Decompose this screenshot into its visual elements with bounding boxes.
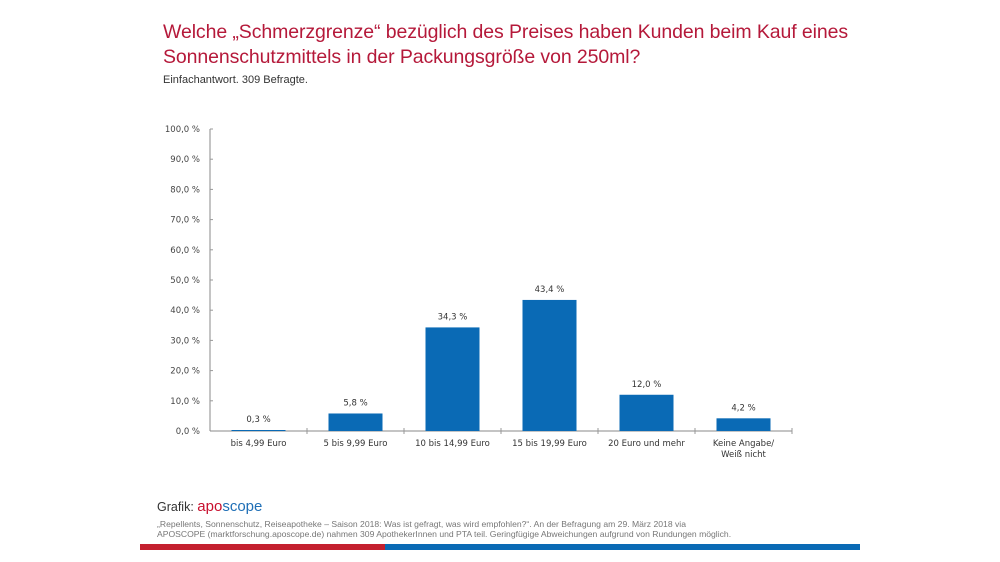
- y-tick-label: 0,0 %: [176, 427, 200, 437]
- aposcope-logo: aposcope: [197, 498, 263, 515]
- x-tick-label: Weiß nicht: [721, 450, 766, 460]
- y-tick-label: 50,0 %: [170, 276, 200, 286]
- y-tick-label: 90,0 %: [170, 155, 200, 165]
- y-tick-label: 10,0 %: [170, 397, 200, 407]
- y-tick-label: 100,0 %: [165, 125, 200, 135]
- x-axis: bis 4,99 Euro 5 bis 9,99 Euro 10 bis 14,99…: [210, 428, 793, 460]
- source-line-2: APOSCOPE (marktforschung.aposcope.de) na…: [157, 529, 732, 539]
- credit: Grafik: aposcope: [157, 498, 262, 515]
- x-tick-label: Keine Angabe/: [713, 439, 774, 449]
- bar-value-label: 12,0 %: [632, 380, 662, 390]
- x-tick-label: 5 bis 9,99 Euro: [324, 439, 388, 449]
- x-tick-label: 20 Euro und mehr: [608, 439, 685, 449]
- y-tick-label: 30,0 %: [170, 336, 200, 346]
- y-axis: 0,0 % 10,0 % 20,0 % 30,0 % 40,0 % 50,0 % 60,0 …: [165, 125, 213, 437]
- x-tick-label: 15 bis 19,99 Euro: [512, 439, 587, 449]
- chart-subtitle: Einfachantwort. 309 Befragte.: [163, 74, 308, 86]
- credit-label: Grafik:: [157, 500, 194, 514]
- y-tick-label: 40,0 %: [170, 306, 200, 316]
- bars: 0,3 % 5,8 % 34,3 % 43,4 % 12,0 % 4,2 %: [231, 285, 771, 431]
- logo-scope: scope: [222, 498, 263, 515]
- y-tick-label: 60,0 %: [170, 246, 200, 256]
- x-tick-label: 10 bis 14,99 Euro: [415, 439, 490, 449]
- bar: [716, 418, 771, 431]
- bar: [231, 430, 286, 431]
- bar: [619, 394, 674, 431]
- bar: [425, 327, 480, 431]
- source-line-1: „Repellents, Sonnenschutz, Reiseapotheke…: [157, 519, 686, 529]
- y-tick-label: 20,0 %: [170, 367, 200, 377]
- source-note: „Repellents, Sonnenschutz, Reiseapotheke…: [157, 519, 857, 539]
- bar: [328, 413, 383, 431]
- y-tick-label: 70,0 %: [170, 216, 200, 226]
- y-tick-label: 80,0 %: [170, 185, 200, 195]
- logo-apo: apo: [197, 498, 223, 515]
- bar-value-label: 34,3 %: [438, 312, 468, 322]
- bar-value-label: 43,4 %: [535, 285, 565, 295]
- x-tick-label: bis 4,99 Euro: [231, 439, 287, 449]
- bar-value-label: 4,2 %: [731, 403, 755, 413]
- footer-band-blue: [385, 544, 860, 550]
- bar-value-label: 0,3 %: [246, 415, 270, 425]
- footer-band-red: [140, 544, 385, 550]
- bar: [522, 299, 577, 431]
- bar-value-label: 5,8 %: [343, 398, 367, 408]
- chart-title: Welche „Schmerzgrenze“ bezüglich des Pre…: [163, 21, 848, 68]
